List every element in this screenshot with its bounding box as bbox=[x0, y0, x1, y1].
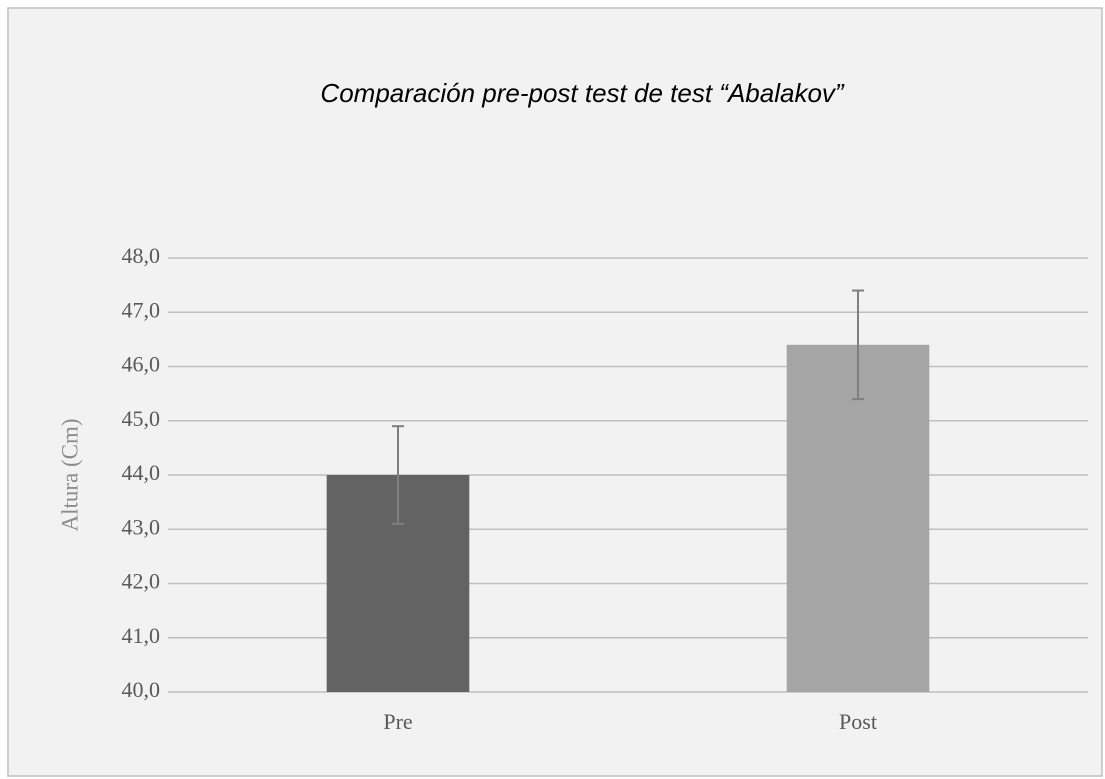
y-tick-label: 42,0 bbox=[122, 569, 161, 594]
bar bbox=[786, 344, 930, 692]
x-tick-label: Pre bbox=[383, 709, 412, 734]
y-tick-label: 46,0 bbox=[122, 352, 161, 377]
y-tick-label: 40,0 bbox=[122, 677, 161, 702]
y-tick-label: 43,0 bbox=[122, 514, 161, 539]
y-tick-label: 44,0 bbox=[122, 460, 161, 485]
y-tick-label: 41,0 bbox=[122, 623, 161, 648]
chart-background bbox=[7, 7, 1103, 777]
x-tick-label: Post bbox=[839, 709, 877, 734]
y-tick-label: 48,0 bbox=[122, 243, 161, 268]
chart-title: Comparación pre-post test de test “Abala… bbox=[320, 78, 844, 108]
y-tick-label: 47,0 bbox=[122, 297, 161, 322]
y-axis-label: Altura (Cm) bbox=[57, 418, 82, 531]
y-tick-label: 45,0 bbox=[122, 406, 161, 431]
